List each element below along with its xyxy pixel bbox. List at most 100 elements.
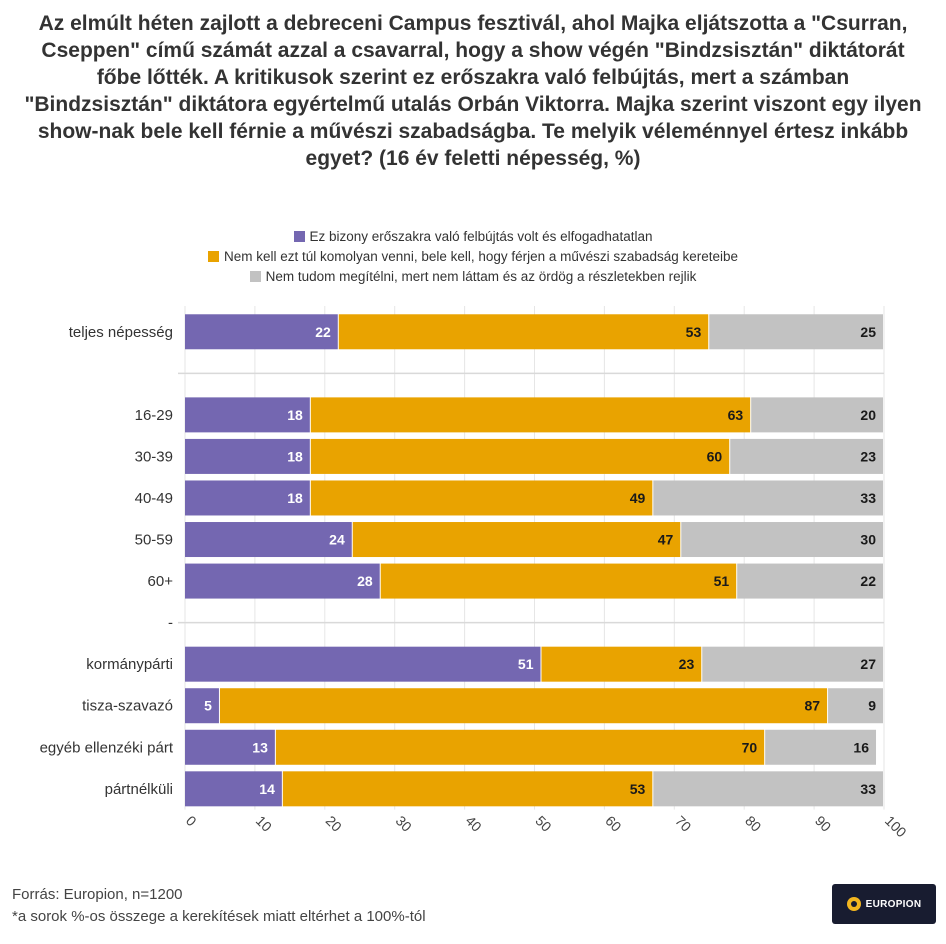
legend-swatch-3 bbox=[249, 270, 261, 282]
bar-segment bbox=[185, 771, 282, 807]
footnote-text: *a sorok %-os összege a kerekítések miat… bbox=[12, 908, 426, 925]
bar-segment bbox=[282, 771, 653, 807]
category-label: tisza-szavazó bbox=[82, 698, 173, 715]
x-tick-label: 50 bbox=[532, 812, 554, 834]
bar-segment bbox=[828, 688, 883, 724]
x-tick-label: 60 bbox=[602, 812, 624, 834]
category-label: 60+ bbox=[148, 573, 174, 590]
data-label: 51 bbox=[518, 656, 534, 672]
logo-text: EUROPION bbox=[865, 898, 922, 910]
data-label: 14 bbox=[259, 781, 275, 797]
category-label: pártnélküli bbox=[105, 781, 173, 798]
legend-item-3: Nem tudom megítélni, mert nem láttam és … bbox=[0, 266, 946, 286]
legend-label-3: Nem tudom megítélni, mert nem láttam és … bbox=[265, 268, 697, 284]
data-label: 13 bbox=[252, 739, 268, 755]
data-label: 87 bbox=[805, 698, 821, 714]
bar-segment bbox=[185, 688, 219, 724]
x-tick-label: 80 bbox=[742, 812, 764, 834]
bar-segment bbox=[653, 480, 883, 516]
legend-item-1: Ez bizony erőszakra való felbújtás volt … bbox=[0, 226, 946, 246]
data-label: 22 bbox=[860, 573, 876, 589]
bar-segment bbox=[380, 563, 737, 599]
data-label: 30 bbox=[860, 532, 876, 548]
source-text: Forrás: Europion, n=1200 bbox=[12, 886, 183, 903]
x-tick-label: 70 bbox=[672, 812, 694, 834]
data-label: 25 bbox=[860, 324, 876, 340]
bar-segment bbox=[709, 314, 883, 350]
bar-segment bbox=[737, 563, 883, 599]
bar-segment bbox=[352, 522, 681, 558]
bar-segment bbox=[310, 480, 653, 516]
data-label: 28 bbox=[357, 573, 373, 589]
x-tick-label: 20 bbox=[323, 812, 345, 834]
bar-segment bbox=[681, 522, 883, 558]
data-label: 18 bbox=[287, 407, 303, 423]
bar-segment bbox=[185, 480, 310, 516]
data-label: 63 bbox=[728, 407, 744, 423]
bar-segment bbox=[338, 314, 709, 350]
bar-segment bbox=[185, 563, 380, 599]
data-label: 33 bbox=[860, 490, 876, 506]
x-tick-label: 90 bbox=[812, 812, 834, 834]
logo-icon bbox=[846, 897, 861, 911]
data-label: 27 bbox=[860, 656, 876, 672]
category-label: 16-29 bbox=[135, 407, 173, 424]
data-label: 5 bbox=[204, 698, 212, 714]
bar-segment bbox=[765, 729, 877, 765]
data-label: 53 bbox=[686, 324, 702, 340]
data-label: 51 bbox=[714, 573, 730, 589]
data-label: 47 bbox=[658, 532, 674, 548]
chart-title: Az elmúlt héten zajlott a debreceni Camp… bbox=[24, 12, 922, 170]
bar-segment bbox=[310, 397, 751, 433]
legend: Ez bizony erőszakra való felbújtás volt … bbox=[0, 226, 946, 286]
bar-segment bbox=[702, 646, 883, 682]
x-tick-label: 10 bbox=[253, 812, 275, 834]
bar-segment bbox=[185, 522, 352, 558]
category-label: 30-39 bbox=[135, 448, 173, 465]
data-label: 16 bbox=[853, 739, 869, 755]
data-label: 70 bbox=[742, 739, 758, 755]
x-tick-label: 100 bbox=[882, 812, 910, 840]
data-label: 53 bbox=[630, 781, 646, 797]
category-label: egyéb ellenzéki párt bbox=[40, 739, 174, 756]
bar-segment bbox=[541, 646, 702, 682]
data-label: 24 bbox=[329, 532, 345, 548]
bar-segment bbox=[275, 729, 765, 765]
bar-segment bbox=[185, 438, 310, 474]
bar-segment bbox=[219, 688, 828, 724]
data-label: 33 bbox=[860, 781, 876, 797]
data-label: 22 bbox=[315, 324, 331, 340]
bar-segment bbox=[185, 397, 310, 433]
bar-segment bbox=[185, 729, 275, 765]
legend-item-2: Nem kell ezt túl komolyan venni, bele ke… bbox=[0, 246, 946, 266]
x-tick-label: 40 bbox=[462, 812, 484, 834]
legend-swatch-1 bbox=[293, 230, 305, 242]
data-label: 60 bbox=[707, 448, 723, 464]
bar-segment bbox=[310, 438, 730, 474]
category-label: teljes népesség bbox=[69, 324, 173, 341]
data-label: 23 bbox=[679, 656, 695, 672]
category-label: - bbox=[168, 615, 173, 632]
bar-segment bbox=[185, 646, 541, 682]
bar-segment bbox=[185, 314, 338, 350]
legend-swatch-2 bbox=[207, 250, 219, 262]
data-label: 20 bbox=[860, 407, 876, 423]
data-label: 18 bbox=[287, 448, 303, 464]
footer: Forrás: Europion, n=1200 *a sorok %-os ö… bbox=[12, 884, 426, 928]
europion-logo: EUROPION bbox=[832, 884, 936, 924]
category-label: 50-59 bbox=[135, 532, 173, 549]
legend-label-2: Nem kell ezt túl komolyan venni, bele ke… bbox=[223, 248, 738, 264]
bar-segment bbox=[653, 771, 883, 807]
x-tick-label: 0 bbox=[183, 812, 200, 829]
legend-label-1: Ez bizony erőszakra való felbújtás volt … bbox=[309, 228, 653, 244]
x-tick-label: 30 bbox=[393, 812, 415, 834]
category-label: kormánypárti bbox=[86, 656, 173, 673]
data-label: 49 bbox=[630, 490, 646, 506]
data-label: 18 bbox=[287, 490, 303, 506]
data-label: 23 bbox=[860, 448, 876, 464]
category-label: 40-49 bbox=[135, 490, 173, 507]
bar-segment bbox=[730, 438, 883, 474]
chart-plot: teljes népesség 22 53 25 16-29 18 63 20 30-39 18 6… bbox=[40, 306, 910, 840]
bar-segment bbox=[751, 397, 883, 433]
data-label: 9 bbox=[868, 698, 876, 714]
